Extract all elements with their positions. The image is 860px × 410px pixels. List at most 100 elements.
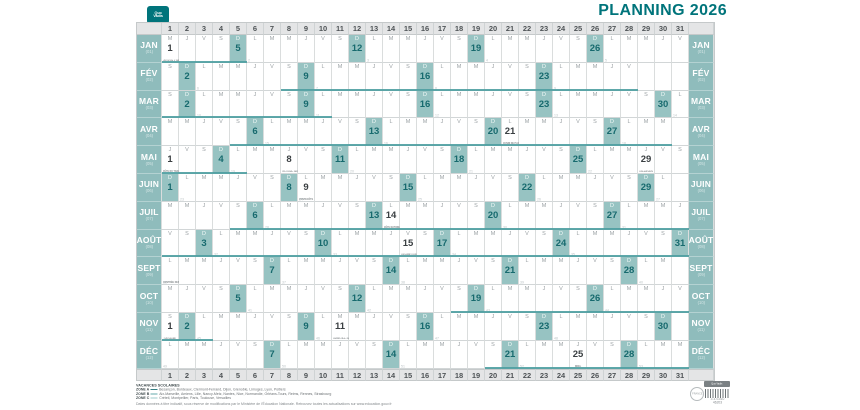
day-cell: V	[417, 146, 434, 174]
day-letter: D	[355, 286, 359, 293]
day-letter: L	[321, 91, 325, 98]
month-name: DÉC	[139, 346, 159, 357]
day-letter: D	[372, 202, 376, 209]
day-letter: J	[372, 91, 376, 98]
day-letter: M	[337, 63, 343, 70]
day-letter: L	[304, 174, 308, 181]
sunday-number: 3	[201, 237, 207, 249]
day-cell	[672, 118, 689, 147]
day-number-header: 1	[162, 23, 179, 35]
day-cell: J	[621, 229, 638, 258]
day-letter: L	[644, 258, 648, 265]
day-letter: M	[660, 202, 666, 209]
day-number-header: 4	[213, 23, 230, 35]
day-cell: S	[230, 118, 247, 147]
day-letter: L	[270, 202, 274, 209]
day-letter: M	[524, 202, 530, 209]
day-cell: L 35	[570, 229, 587, 258]
day-letter: S	[610, 341, 614, 348]
day-letter: S	[389, 174, 393, 181]
day-letter: M	[201, 174, 207, 181]
day-letter: S	[338, 36, 342, 42]
sunday-number: 2	[184, 70, 190, 82]
day-letter: L	[270, 119, 274, 126]
day-letter: S	[253, 258, 257, 265]
day-cell: J	[230, 173, 247, 202]
day-number-header: 18	[451, 368, 468, 381]
day-number-header: 14	[383, 368, 400, 381]
day-letter: D	[389, 341, 393, 348]
day-letter: S	[559, 147, 563, 154]
day-cell: M	[485, 229, 502, 258]
month-label-left: MAI (05)	[137, 146, 162, 174]
day-letter: L	[440, 313, 444, 320]
week-number: 12	[435, 114, 439, 119]
day-cell: M	[587, 90, 604, 119]
day-cell: D 23	[536, 90, 553, 119]
holiday-caption: PENTECÔTE	[299, 198, 314, 201]
day-letter: L	[542, 174, 546, 181]
day-cell: V	[264, 62, 281, 91]
day-letter: J	[576, 341, 580, 348]
day-letter: M	[422, 202, 428, 209]
day-cell: J	[502, 229, 519, 258]
day-cell: M	[264, 35, 281, 63]
day-letter: D	[474, 286, 478, 293]
day-letter: L	[576, 230, 580, 237]
day-letter: L	[627, 202, 631, 209]
month-label-left: JAN (01)	[137, 35, 162, 63]
sunday-number: 14	[385, 348, 397, 360]
day-cell: S	[179, 229, 196, 258]
day-cell: M	[332, 173, 349, 202]
day-letter: L	[168, 341, 172, 348]
day-cell: J	[655, 35, 672, 63]
day-letter: S	[372, 258, 376, 265]
day-cell: M	[349, 90, 366, 119]
day-cell: V	[196, 35, 213, 63]
day-cell: V	[349, 257, 366, 286]
day-cell: V	[672, 285, 689, 313]
day-letter: M	[592, 91, 598, 98]
day-letter: D	[185, 313, 189, 320]
week-number: 2	[248, 58, 250, 63]
day-number-header: 12	[349, 368, 366, 381]
day-letter: M	[575, 91, 581, 98]
month-name: AVR	[140, 123, 158, 134]
barcode	[705, 389, 730, 398]
day-cell: S	[553, 146, 570, 174]
day-cell: S	[536, 229, 553, 258]
day-letter: D	[304, 313, 308, 320]
day-letter: V	[338, 202, 342, 209]
day-letter: S	[236, 119, 240, 126]
sunday-number: 24	[555, 237, 567, 249]
day-cell: M	[332, 62, 349, 91]
sunday-number: 16	[419, 98, 431, 110]
day-cell: S	[400, 90, 417, 119]
day-cell: S	[196, 146, 213, 174]
day-letter: L	[610, 36, 614, 42]
day-number-header: 15	[400, 23, 417, 35]
day-cell: J	[349, 173, 366, 202]
day-letter: S	[627, 174, 631, 181]
day-letter: S	[610, 258, 614, 265]
day-letter: J	[440, 202, 444, 209]
legend-zone-text: Aix-Marseille, Amiens, Lille, Nancy-Metz…	[159, 392, 332, 396]
day-cell: V	[621, 312, 638, 341]
day-cell: L 51	[400, 340, 417, 369]
day-cell: V	[570, 118, 587, 147]
day-cell: J	[434, 201, 451, 230]
day-cell: M	[655, 118, 672, 147]
sunday-number: 23	[538, 70, 550, 82]
week-number: 7	[316, 86, 318, 91]
day-letter: V	[627, 63, 631, 70]
day-letter: S	[185, 230, 189, 237]
holiday-caption: JOUR DE L'AN	[163, 59, 180, 62]
day-letter: J	[474, 174, 478, 181]
day-letter: M	[643, 202, 649, 209]
day-letter: J	[661, 36, 665, 42]
day-letter: M	[303, 202, 309, 209]
day-number-header: 30	[655, 23, 672, 35]
day-cell: J	[264, 229, 281, 258]
day-letter: J	[219, 258, 223, 265]
